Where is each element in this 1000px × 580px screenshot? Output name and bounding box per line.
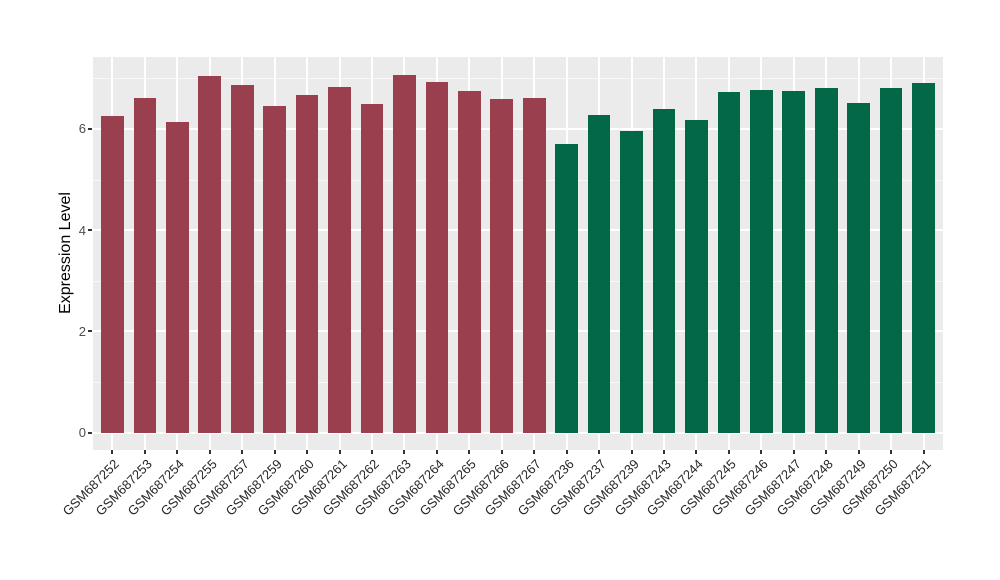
x-tick-mark-18 <box>695 450 698 454</box>
x-tick-mark-14 <box>565 450 568 454</box>
y-tick-label-4: 4 <box>78 222 86 238</box>
bar-GSM687252 <box>101 115 124 433</box>
bar-GSM687253 <box>133 97 157 433</box>
x-tick-mark-4 <box>241 450 244 454</box>
minor-gridline-y-3 <box>93 280 943 282</box>
y-tick-mark-4 <box>88 229 92 232</box>
bar-GSM687255 <box>198 75 222 433</box>
bar-GSM687266 <box>490 98 514 433</box>
bar-GSM687251 <box>912 83 935 433</box>
x-tick-mark-11 <box>468 450 471 454</box>
y-tick-mark-2 <box>88 330 92 333</box>
x-tick-mark-24 <box>890 450 893 454</box>
minor-gridline-y-1 <box>93 382 943 384</box>
y-tick-mark-6 <box>88 127 92 130</box>
y-tick-label-0: 0 <box>78 425 86 441</box>
x-tick-mark-17 <box>662 450 665 454</box>
minor-gridline-y-7 <box>93 78 943 80</box>
x-tick-mark-6 <box>306 450 309 454</box>
x-tick-mark-0 <box>111 450 114 454</box>
bar-GSM687265 <box>457 90 481 433</box>
x-tick-mark-10 <box>435 450 438 454</box>
x-tick-mark-5 <box>273 450 276 454</box>
x-tick-mark-1 <box>143 450 146 454</box>
bar-GSM687249 <box>847 103 870 433</box>
major-gridline-y-0 <box>93 431 943 434</box>
bar-GSM687237 <box>587 115 611 433</box>
bar-GSM687244 <box>685 119 708 433</box>
x-tick-mark-8 <box>371 450 373 454</box>
x-tick-mark-22 <box>825 450 828 454</box>
x-tick-mark-15 <box>598 450 601 454</box>
x-tick-mark-12 <box>500 450 503 454</box>
bar-GSM687257 <box>230 85 254 433</box>
bar-GSM687236 <box>555 144 578 433</box>
minor-gridline-y-5 <box>93 179 943 181</box>
y-tick-label-6: 6 <box>78 121 86 137</box>
major-gridline-y-4 <box>93 229 943 232</box>
bar-GSM687254 <box>165 121 189 433</box>
bar-GSM687250 <box>879 87 903 433</box>
major-gridline-y-2 <box>93 330 943 333</box>
x-tick-mark-13 <box>533 450 536 454</box>
bar-GSM687262 <box>360 104 384 433</box>
major-gridline-y-6 <box>93 127 943 130</box>
bar-GSM687264 <box>425 81 449 433</box>
x-tick-mark-9 <box>403 450 406 454</box>
y-tick-mark-0 <box>88 431 92 434</box>
bar-GSM687247 <box>782 91 806 433</box>
bar-GSM687267 <box>522 98 546 433</box>
y-tick-label-2: 2 <box>78 323 86 339</box>
x-tick-mark-16 <box>630 450 633 454</box>
bar-GSM687246 <box>749 90 773 433</box>
x-tick-mark-7 <box>338 450 341 454</box>
bar-GSM687263 <box>393 74 416 433</box>
bar-GSM687260 <box>295 95 319 433</box>
x-tick-mark-23 <box>857 450 860 454</box>
bar-GSM687239 <box>620 131 643 433</box>
bar-GSM687245 <box>717 92 741 433</box>
x-tick-mark-3 <box>208 450 211 454</box>
x-tick-mark-2 <box>176 450 179 454</box>
bar-GSM687259 <box>263 105 287 433</box>
bar-GSM687243 <box>652 108 676 433</box>
bar-GSM687261 <box>328 87 351 433</box>
x-tick-mark-20 <box>760 450 763 454</box>
x-tick-mark-21 <box>792 450 795 454</box>
x-tick-mark-25 <box>922 450 925 454</box>
bar-GSM687248 <box>814 87 838 433</box>
x-tick-mark-19 <box>727 450 730 454</box>
plot-panel <box>93 57 943 450</box>
